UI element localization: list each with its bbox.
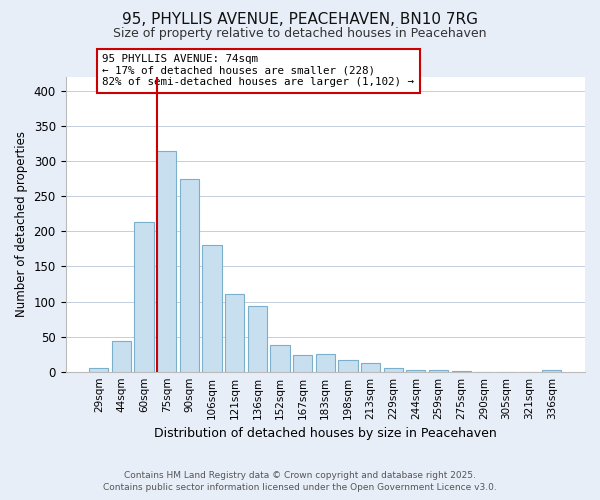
Bar	[316, 354, 335, 372]
Bar	[248, 306, 267, 372]
Bar	[202, 246, 221, 372]
Text: 95, PHYLLIS AVENUE, PEACEHAVEN, BN10 7RG: 95, PHYLLIS AVENUE, PEACEHAVEN, BN10 7RG	[122, 12, 478, 28]
Bar	[406, 370, 425, 372]
Bar	[383, 368, 403, 372]
Bar	[452, 371, 471, 372]
Text: 95 PHYLLIS AVENUE: 74sqm
← 17% of detached houses are smaller (228)
82% of semi-: 95 PHYLLIS AVENUE: 74sqm ← 17% of detach…	[102, 54, 414, 88]
Bar	[361, 362, 380, 372]
Bar	[225, 294, 244, 372]
X-axis label: Distribution of detached houses by size in Peacehaven: Distribution of detached houses by size …	[154, 427, 497, 440]
Bar	[271, 345, 290, 372]
Bar	[89, 368, 109, 372]
Bar	[112, 341, 131, 372]
Y-axis label: Number of detached properties: Number of detached properties	[15, 132, 28, 318]
Bar	[157, 150, 176, 372]
Bar	[542, 370, 562, 372]
Bar	[293, 355, 312, 372]
Bar	[134, 222, 154, 372]
Bar	[429, 370, 448, 372]
Text: Size of property relative to detached houses in Peacehaven: Size of property relative to detached ho…	[113, 28, 487, 40]
Bar	[180, 178, 199, 372]
Text: Contains HM Land Registry data © Crown copyright and database right 2025.
Contai: Contains HM Land Registry data © Crown c…	[103, 471, 497, 492]
Bar	[338, 360, 358, 372]
